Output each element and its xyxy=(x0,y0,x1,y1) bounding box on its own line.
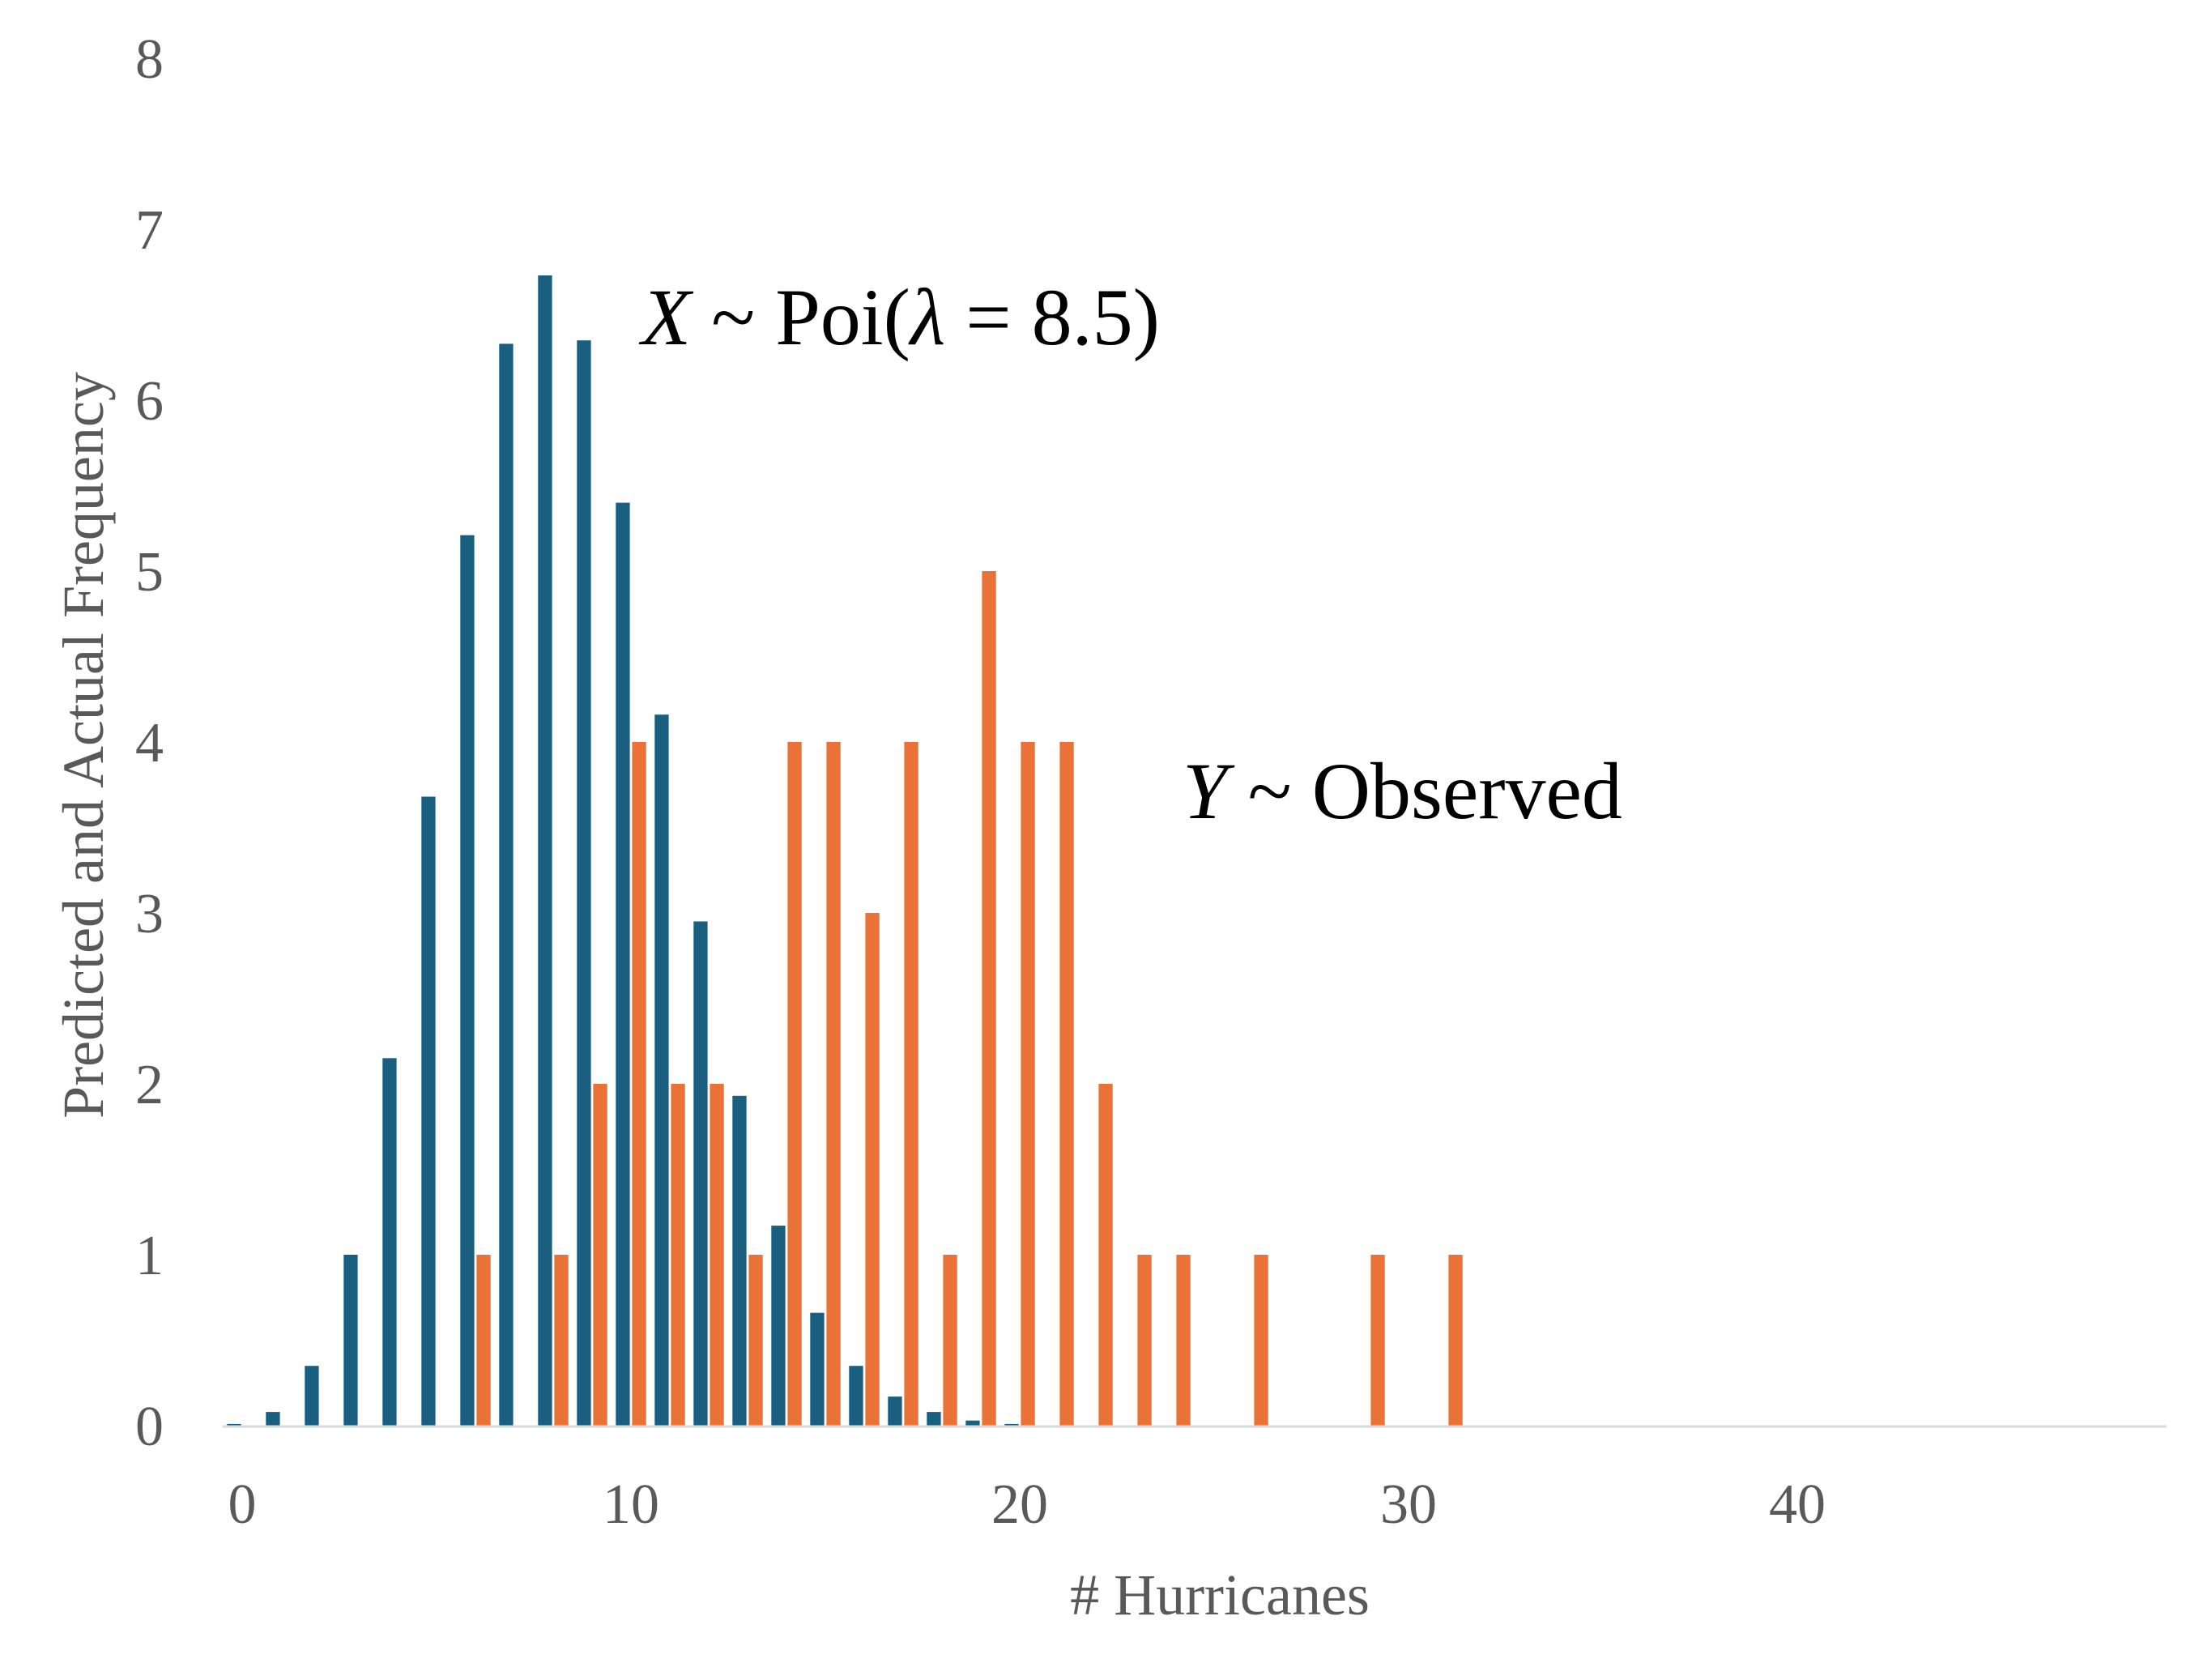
poisson-series-bars xyxy=(227,275,1019,1426)
poisson-bar xyxy=(771,1226,786,1426)
poisson-bar xyxy=(927,1412,941,1426)
poisson-bar xyxy=(421,796,436,1426)
observed-bar xyxy=(865,913,880,1426)
poisson-bar xyxy=(460,535,475,1426)
y-tick-label: 5 xyxy=(135,541,164,603)
observed-bar xyxy=(826,742,841,1426)
x-tick-label: 0 xyxy=(228,1473,257,1536)
y-tick-label: 7 xyxy=(135,199,164,262)
x-tick-label: 30 xyxy=(1380,1473,1437,1536)
observed-annotation-text: ~ Observed xyxy=(1228,746,1622,836)
poisson-bar xyxy=(732,1095,747,1426)
observed-bar xyxy=(710,1084,724,1426)
x-axis-tick-labels: 0 10 20 30 40 xyxy=(228,1473,1826,1536)
poisson-bar xyxy=(499,343,514,1426)
observed-bar xyxy=(593,1084,607,1426)
y-tick-label: 6 xyxy=(135,370,164,433)
poisson-bar xyxy=(693,921,708,1426)
y-tick-label: 8 xyxy=(135,28,164,91)
poisson-annotation-var: X xyxy=(638,272,694,362)
y-axis-tick-labels: 0 1 2 3 4 5 6 7 8 xyxy=(135,28,164,1458)
y-tick-label: 2 xyxy=(135,1054,164,1116)
poisson-bar xyxy=(343,1255,358,1426)
poisson-annotation-text-a: ~ Poi( xyxy=(691,272,910,362)
observed-annotation-var: Y xyxy=(1183,746,1235,836)
poisson-bar xyxy=(849,1366,863,1426)
observed-bar xyxy=(1098,1084,1113,1426)
y-tick-label: 4 xyxy=(135,712,164,774)
observed-annotation: Y ~ Observed xyxy=(1183,746,1622,836)
x-tick-label: 10 xyxy=(603,1473,659,1536)
observed-bar xyxy=(671,1084,685,1426)
poisson-bar xyxy=(227,1423,241,1426)
observed-bar xyxy=(943,1255,957,1426)
poisson-bar xyxy=(382,1058,397,1426)
observed-bar xyxy=(982,571,996,1426)
observed-series-bars xyxy=(476,571,1463,1426)
observed-bar xyxy=(748,1255,763,1426)
poisson-bar xyxy=(888,1396,902,1426)
observed-bar xyxy=(1448,1255,1463,1426)
y-tick-label: 1 xyxy=(135,1225,164,1287)
x-tick-label: 20 xyxy=(991,1473,1048,1536)
poisson-annotation: X ~ Poi(λ = 8.5) xyxy=(638,272,1160,362)
poisson-bar xyxy=(577,340,591,1426)
observed-bar xyxy=(904,742,918,1426)
observed-bar xyxy=(1254,1255,1268,1426)
observed-bar xyxy=(1176,1255,1191,1426)
poisson-bar xyxy=(616,502,630,1426)
observed-bar xyxy=(787,742,802,1426)
y-axis-title: Predicted and Actual Frequency xyxy=(51,372,116,1119)
x-tick-label: 40 xyxy=(1769,1473,1826,1536)
poisson-bar xyxy=(1004,1423,1019,1426)
x-axis-title: # Hurricanes xyxy=(1070,1563,1370,1627)
poisson-bar xyxy=(965,1420,980,1426)
poisson-bar xyxy=(810,1312,825,1426)
poisson-bar xyxy=(538,275,552,1426)
poisson-bar xyxy=(305,1366,319,1426)
y-tick-label: 3 xyxy=(135,883,164,945)
observed-bar xyxy=(1137,1255,1152,1426)
poisson-bar xyxy=(266,1412,280,1426)
poisson-bar xyxy=(654,714,669,1426)
observed-bar xyxy=(554,1255,569,1426)
y-tick-label: 0 xyxy=(135,1396,164,1458)
poisson-annotation-lambda: λ xyxy=(908,272,945,362)
poisson-annotation-text-b: = 8.5) xyxy=(945,272,1160,362)
observed-bar xyxy=(1059,742,1074,1426)
observed-bar xyxy=(476,1255,491,1426)
observed-bar xyxy=(1370,1255,1385,1426)
observed-bar xyxy=(1021,742,1035,1426)
observed-bar xyxy=(632,742,646,1426)
